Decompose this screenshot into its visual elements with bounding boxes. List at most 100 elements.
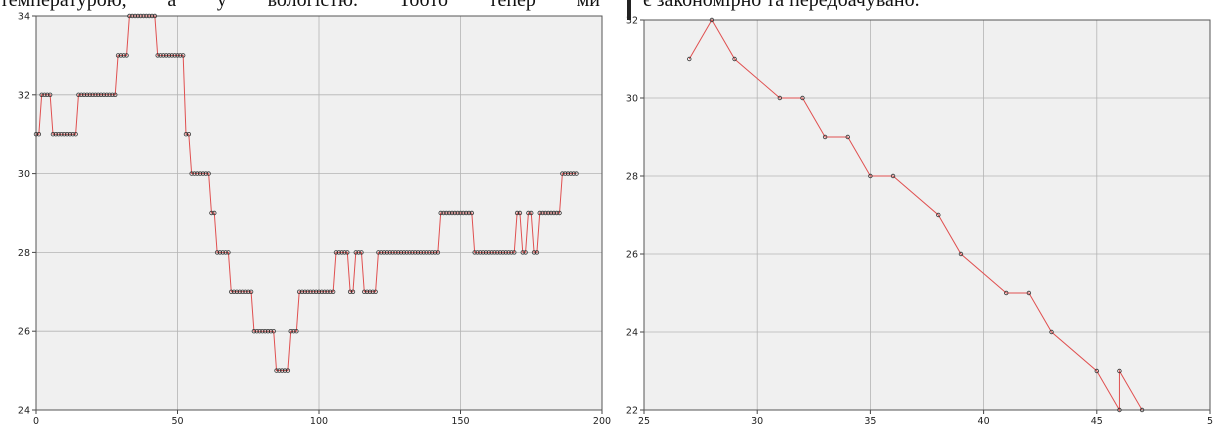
chart1-data-point <box>138 13 143 19</box>
chart1-data-point <box>291 329 296 334</box>
chart2-plot-area <box>644 20 1210 410</box>
chart1-data-point <box>325 289 330 294</box>
chart1-data-point <box>161 53 166 58</box>
chart2-data-point <box>845 134 850 140</box>
chart1-data-point <box>299 289 305 294</box>
chart1-data-point <box>330 289 336 294</box>
chart1-data-point <box>328 289 333 294</box>
chart1-data-point <box>316 289 322 294</box>
chart1-data-point <box>263 329 268 334</box>
chart1-data-point <box>212 210 217 216</box>
chart1-data-point <box>90 92 95 97</box>
chart1-data-point <box>362 289 367 294</box>
chart1-data-point <box>39 92 44 97</box>
chart1-data-point <box>560 171 565 176</box>
chart1-data-point <box>466 210 472 216</box>
chart1-data-point <box>33 131 39 137</box>
temperature-line-chart: 0 50 100 150 200 24 26 28 30 32 34 <box>18 12 611 428</box>
chart1-data-point <box>359 250 364 255</box>
chart1-data-point <box>387 250 392 255</box>
chart2-data-point <box>868 173 873 179</box>
chart1-data-point <box>356 250 361 255</box>
chart2-x-tick-label: 35 <box>864 416 876 427</box>
chart1-data-point <box>186 131 192 137</box>
chart1-data-point <box>192 171 197 176</box>
chart2-data-point <box>890 173 896 179</box>
chart1-data-point <box>178 53 183 58</box>
chart1-data-point <box>282 368 288 373</box>
chart1-data-point <box>56 131 61 137</box>
chart2-data-point <box>777 95 783 101</box>
chart1-data-point <box>285 368 291 373</box>
chart1-y-tick-label: 28 <box>18 248 30 259</box>
chart1-data-point <box>449 210 455 216</box>
chart1-data-point <box>231 289 237 294</box>
chart1-data-point <box>418 250 424 255</box>
chart1-data-point <box>480 250 486 255</box>
chart1-data-point <box>308 289 313 294</box>
chart1-data-point <box>472 250 477 255</box>
chart1-data-point <box>554 210 559 216</box>
chart2-x-tick-label: 25 <box>638 416 650 427</box>
chart1-data-point <box>166 53 172 58</box>
chart2-data-point <box>709 17 715 23</box>
chart1-data-point <box>393 250 398 255</box>
chart1-data-point <box>370 289 375 294</box>
chart1-data-point <box>342 250 347 255</box>
chart1-data-point <box>98 92 104 97</box>
chart1-x-tick-label: 200 <box>593 416 611 427</box>
chart1-data-point <box>379 250 384 255</box>
chart2-y-tick-label: 32 <box>626 16 638 27</box>
chart1-data-point <box>526 210 531 216</box>
chart1-data-point <box>347 289 353 294</box>
chart2-x-tick-label: 45 <box>1091 416 1103 427</box>
chart1-data-point <box>107 92 112 97</box>
chart1-data-point <box>220 250 225 255</box>
chart1-data-point <box>571 171 576 176</box>
chart1-data-point <box>127 13 132 19</box>
chart1-data-point <box>124 53 129 58</box>
chart1-data-point <box>517 210 523 216</box>
chart1-data-point <box>444 210 449 216</box>
chart1-data-point <box>336 250 342 255</box>
chart2-data-point <box>1026 290 1032 296</box>
chart1-data-point <box>432 250 438 255</box>
chart1-data-point <box>313 289 319 294</box>
chart1-data-point <box>268 329 274 334</box>
chart1-data-point <box>209 210 214 216</box>
chart1-data-point <box>197 171 203 176</box>
chart1-data-point <box>121 53 126 58</box>
chart1-data-point <box>42 92 47 97</box>
chart2-y-tick-label: 30 <box>626 94 638 105</box>
chart1-data-point <box>70 131 75 137</box>
chart2-data-point <box>822 134 828 140</box>
chart1-data-point <box>350 289 356 294</box>
chart1-data-point <box>200 171 206 176</box>
chart2-data-point <box>1117 368 1122 374</box>
chart1-data-point <box>574 171 579 176</box>
chart1-data-point <box>144 13 149 19</box>
chart2-data-point <box>1004 290 1009 296</box>
chart2-frame <box>643 19 1211 411</box>
chart1-data-point <box>172 53 177 58</box>
chart1-data-point <box>84 92 90 97</box>
chart1-data-point <box>226 250 231 255</box>
chart1-data-point <box>175 53 180 58</box>
chart1-x-tick-label: 100 <box>310 416 328 427</box>
chart1-data-point <box>135 13 141 19</box>
chart1-data-point <box>427 250 432 255</box>
chart2-data-point <box>1117 407 1122 413</box>
chart1-data-point <box>407 250 412 255</box>
chart1-data-point <box>223 250 228 255</box>
chart1-data-point <box>373 289 378 294</box>
chart1-data-point <box>514 210 520 216</box>
chart1-data-point <box>217 250 223 255</box>
chart1-data-point <box>101 92 107 97</box>
chart1-y-tick-label: 26 <box>18 327 30 338</box>
chart1-data-point <box>280 368 285 373</box>
chart1-y-tick-label: 32 <box>18 90 30 101</box>
chart1-data-point <box>396 250 401 255</box>
chart1-data-point <box>563 171 568 176</box>
chart1-data-point <box>240 289 245 294</box>
chart1-data-point <box>475 250 480 255</box>
